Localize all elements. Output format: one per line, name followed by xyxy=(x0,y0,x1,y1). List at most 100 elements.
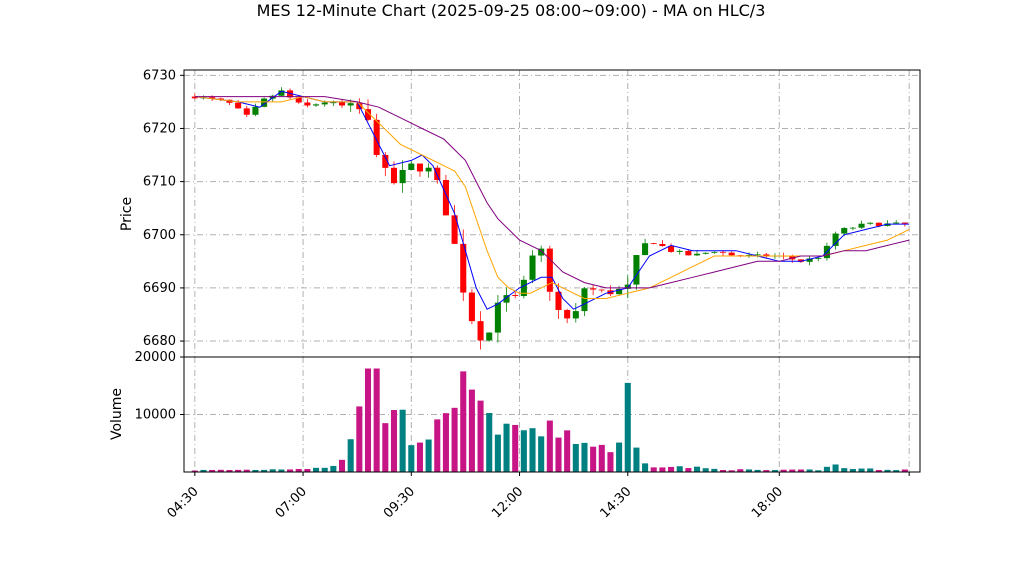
candle-body xyxy=(503,295,510,303)
volume-bar xyxy=(598,444,605,472)
candle-body xyxy=(460,243,467,293)
candle-body xyxy=(546,248,553,292)
volume-bar xyxy=(893,470,900,472)
candle-body xyxy=(313,104,320,106)
volume-bar xyxy=(451,407,458,472)
volume-bar xyxy=(503,423,510,472)
candle-body xyxy=(347,103,354,106)
candle-body xyxy=(191,96,198,99)
volume-bar xyxy=(659,467,666,472)
moving-average-line xyxy=(194,96,910,289)
candle-body xyxy=(711,251,718,253)
volume-bar xyxy=(287,469,294,472)
candle-body xyxy=(875,222,882,226)
volume-bar xyxy=(780,469,787,472)
candle-body xyxy=(278,90,285,96)
volume-bar xyxy=(546,420,553,472)
candle-body xyxy=(416,163,423,172)
candle-body xyxy=(884,223,891,226)
candle-body xyxy=(520,279,527,297)
volume-bar xyxy=(867,468,874,472)
candle-body xyxy=(841,228,848,234)
volume-bar xyxy=(564,430,571,472)
candle-body xyxy=(719,251,727,253)
volume-bar xyxy=(468,389,475,472)
volume-bar xyxy=(313,467,320,472)
candle-body xyxy=(252,106,259,115)
volume-bar xyxy=(304,468,311,472)
price-candles xyxy=(191,87,908,350)
candle-body xyxy=(702,252,709,254)
price-frame xyxy=(183,69,921,358)
candle-body xyxy=(217,98,224,100)
candle-body xyxy=(425,167,432,172)
candle-body xyxy=(797,259,804,262)
volume-bar xyxy=(382,423,389,472)
x-tick-label: 14:30 xyxy=(597,484,634,521)
candle-body xyxy=(676,250,683,252)
candle-body xyxy=(815,258,822,259)
candle-body xyxy=(399,169,406,184)
candle-body xyxy=(858,223,865,228)
volume-bar xyxy=(607,452,614,472)
x-tick-label: 12:00 xyxy=(489,484,526,521)
candle-body xyxy=(364,109,372,120)
volume-bar xyxy=(356,406,363,472)
x-tick-label: 07:00 xyxy=(273,484,310,521)
volume-bar xyxy=(555,437,562,472)
candle-body xyxy=(754,254,761,256)
volume-bar xyxy=(754,469,761,472)
volume-bar xyxy=(702,468,709,472)
volume-bar xyxy=(442,413,449,472)
volume-bar xyxy=(338,459,346,472)
candle-body xyxy=(590,288,597,290)
candle-body xyxy=(486,332,493,341)
candle-body xyxy=(442,180,449,216)
volume-bar xyxy=(815,470,822,472)
x-tick-label: 09:30 xyxy=(381,484,418,521)
volume-y-ticks: 10000 20000 xyxy=(135,350,184,423)
price-axis-label: Price xyxy=(119,197,135,231)
volume-bar xyxy=(529,428,536,472)
volume-bar xyxy=(252,469,259,472)
candle-body xyxy=(581,288,588,312)
volume-axis-label: Volume xyxy=(109,388,125,440)
volume-bar xyxy=(191,470,198,472)
candle-body xyxy=(624,284,631,289)
candle-body xyxy=(243,108,250,115)
volume-y-tick-label: 10000 xyxy=(135,408,176,423)
candle-body xyxy=(330,102,337,104)
volume-bar xyxy=(200,469,207,472)
volume-bar xyxy=(745,469,753,472)
volume-bar xyxy=(685,468,692,472)
candle-body xyxy=(849,227,856,229)
volume-bar xyxy=(823,466,830,472)
price-y-tick-label: 6690 xyxy=(143,281,176,296)
volume-frame xyxy=(183,356,921,473)
volume-bar xyxy=(347,439,354,472)
volume-bar xyxy=(668,466,675,472)
candle-body xyxy=(659,243,666,247)
volume-bar xyxy=(408,445,415,472)
volume-bar xyxy=(538,436,545,472)
volume-panel: 10000 20000 Volume xyxy=(109,350,921,473)
x-tick-label: 18:00 xyxy=(749,484,786,521)
chart-title: MES 12-Minute Chart (2025-09-25 08:00~09… xyxy=(257,1,766,20)
volume-bar xyxy=(633,447,640,472)
volume-bar xyxy=(875,470,882,472)
volume-bar xyxy=(737,469,744,472)
candle-body xyxy=(382,154,389,168)
candle-body xyxy=(434,167,441,181)
volume-bar xyxy=(590,446,597,472)
volume-bar xyxy=(797,469,804,472)
candle-body xyxy=(295,97,302,103)
candle-body xyxy=(477,321,484,341)
volume-bar xyxy=(416,442,423,472)
volume-bar xyxy=(321,467,328,472)
candle-body xyxy=(468,292,475,322)
candle-body xyxy=(538,248,545,256)
volume-bar xyxy=(520,430,527,472)
volume-bar xyxy=(901,469,908,472)
price-y-tick-label: 6720 xyxy=(143,121,176,136)
